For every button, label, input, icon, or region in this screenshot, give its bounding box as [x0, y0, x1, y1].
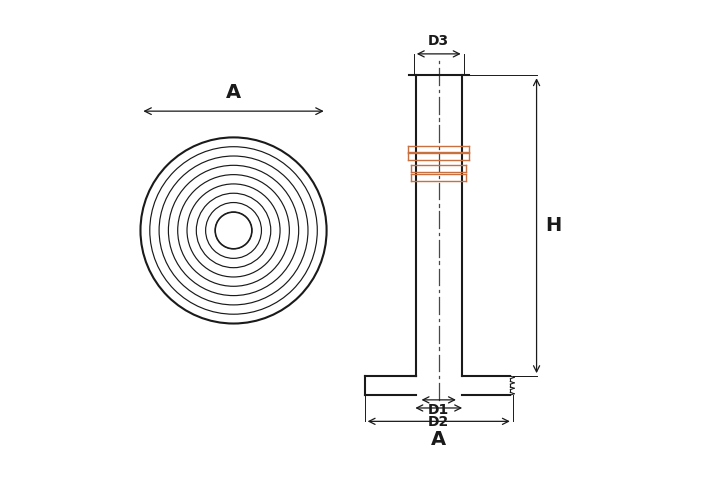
Text: H: H: [545, 216, 562, 235]
Text: D3: D3: [428, 34, 449, 48]
Text: A: A: [431, 430, 446, 449]
Text: A: A: [226, 83, 241, 102]
Text: D1: D1: [428, 403, 449, 417]
Text: D2: D2: [428, 415, 449, 429]
